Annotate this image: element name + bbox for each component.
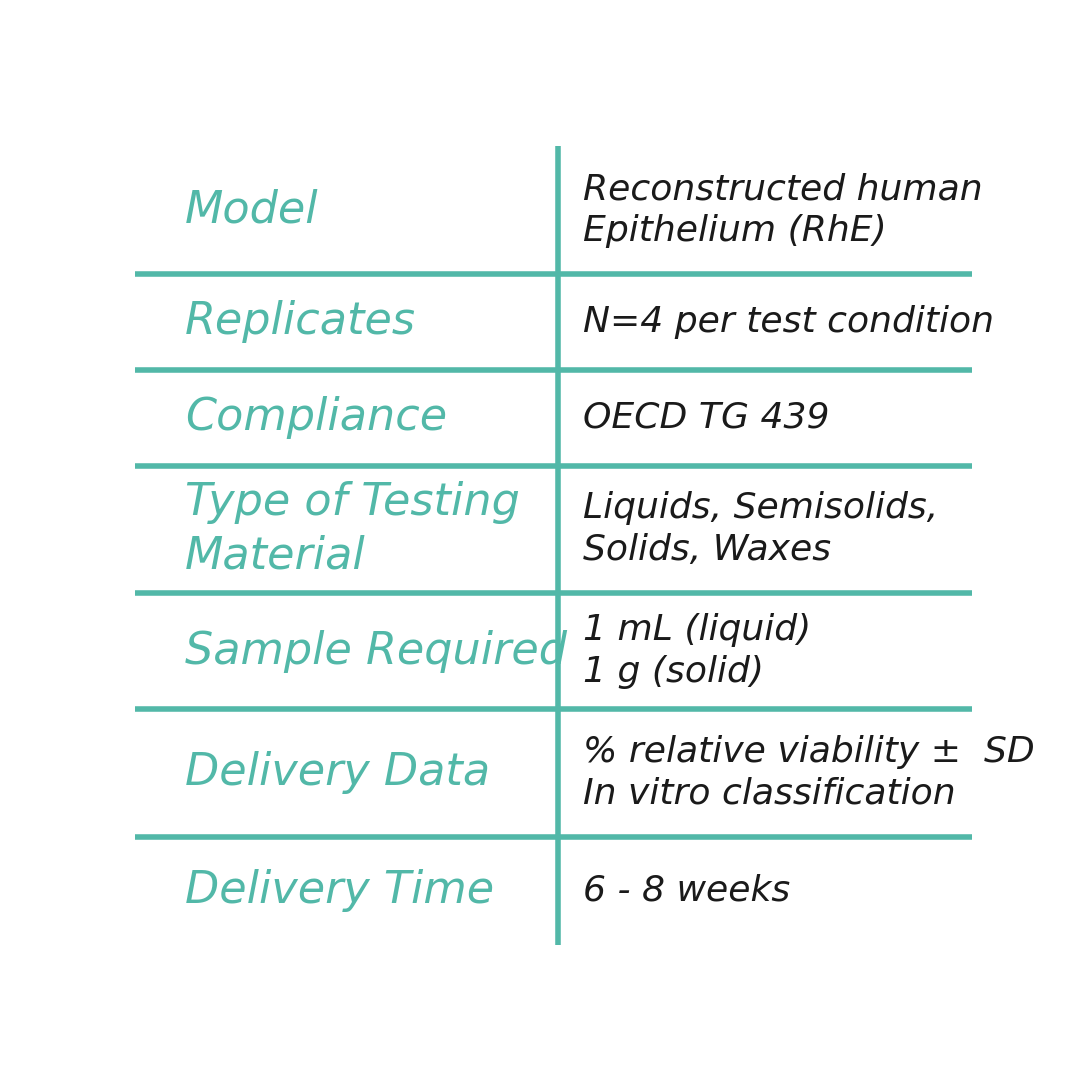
Text: Replicates: Replicates bbox=[186, 300, 416, 343]
Text: 1 mL (liquid)
1 g (solid): 1 mL (liquid) 1 g (solid) bbox=[583, 613, 811, 689]
Text: 6 - 8 weeks: 6 - 8 weeks bbox=[583, 874, 791, 907]
Text: Delivery Data: Delivery Data bbox=[186, 752, 490, 795]
Text: OECD TG 439: OECD TG 439 bbox=[583, 401, 829, 434]
Text: Type of Testing
Material: Type of Testing Material bbox=[186, 482, 521, 578]
Text: % relative viability ±  SD
In vitro classification: % relative viability ± SD In vitro class… bbox=[583, 734, 1035, 811]
Text: Sample Required: Sample Required bbox=[186, 630, 567, 673]
Text: Reconstructed human
Epithelium (RhE): Reconstructed human Epithelium (RhE) bbox=[583, 172, 983, 248]
Text: Delivery Time: Delivery Time bbox=[186, 869, 495, 913]
Text: N=4 per test condition: N=4 per test condition bbox=[583, 305, 994, 339]
Text: Compliance: Compliance bbox=[186, 396, 447, 440]
Text: Model: Model bbox=[186, 189, 319, 231]
Text: Liquids, Semisolids,
Solids, Waxes: Liquids, Semisolids, Solids, Waxes bbox=[583, 491, 939, 567]
